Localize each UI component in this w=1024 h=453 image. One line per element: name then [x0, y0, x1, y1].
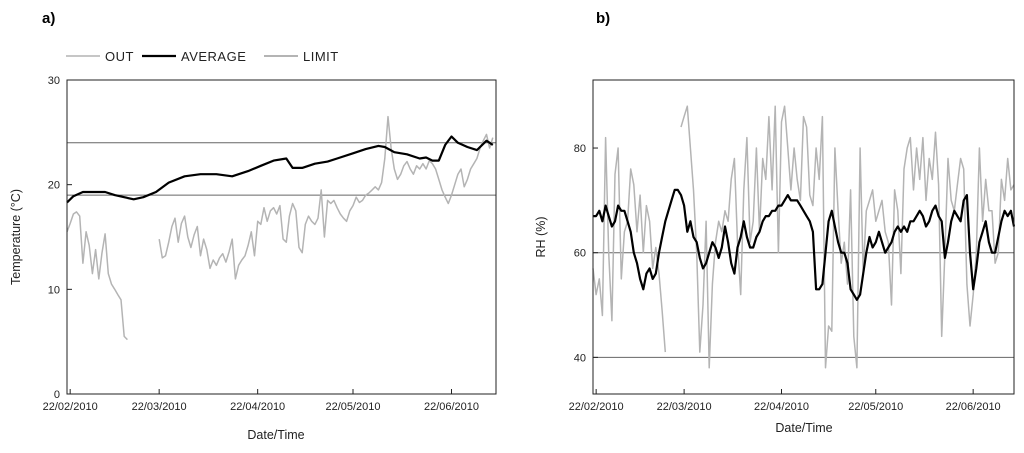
x-tick-label: 22/05/2010: [325, 401, 380, 413]
panel-a-x-axis-title: Date/Time: [247, 428, 304, 442]
panel-b-y-ticks: 40 60 80: [574, 143, 598, 364]
series-line-average: [66, 135, 494, 204]
panel-a-plot-frame: [66, 79, 497, 395]
x-tick-label: 22/03/2010: [657, 401, 712, 413]
panel-a-limits: [67, 142, 496, 196]
legend-label-limit: LIMIT: [303, 49, 339, 64]
series-line-out: [592, 136, 667, 353]
y-tick-label: 20: [48, 180, 60, 192]
panel-b-y-axis-title: RH (%): [534, 217, 548, 258]
y-tick-label: 80: [574, 143, 586, 155]
x-tick-label: 22/02/2010: [569, 401, 624, 413]
series-line-out: [66, 211, 128, 341]
x-tick-label: 22/04/2010: [754, 401, 809, 413]
legend-label-out: OUT: [105, 49, 134, 64]
y-tick-label: 30: [48, 75, 60, 87]
panel-b-x-ticks: 22/02/2010 22/03/2010 22/04/2010 22/05/2010…: [569, 389, 1001, 413]
x-tick-label: 22/05/2010: [848, 401, 903, 413]
series-line-out: [158, 115, 494, 280]
x-tick-label: 22/06/2010: [946, 401, 1001, 413]
panel-a: a) 0 10 20 30 22/02/2010 22/03/2010 22/04/201…: [9, 10, 497, 442]
panel-a-x-ticks: 22/02/2010 22/03/2010 22/04/2010 22/05/2010…: [43, 389, 479, 413]
series-line-out: [680, 105, 1015, 369]
panel-b-label: b): [596, 10, 610, 27]
panel-b-plot-frame: [592, 79, 1015, 395]
panel-a-label: a): [42, 10, 55, 27]
panel-b-series: [592, 105, 1016, 369]
panel-a-y-ticks: 0 10 20 30: [48, 75, 72, 401]
y-tick-label: 60: [574, 248, 586, 260]
legend: OUT AVERAGE LIMIT: [66, 49, 339, 64]
y-tick-label: 40: [574, 352, 586, 364]
panel-b: b) 40 60 80 22/02/2010 22/03/2010 22/04/2010…: [534, 10, 1016, 435]
legend-label-average: AVERAGE: [181, 49, 246, 64]
x-tick-label: 22/04/2010: [230, 401, 285, 413]
series-line-average: [593, 188, 1016, 301]
x-tick-label: 22/02/2010: [43, 401, 98, 413]
panel-a-y-axis-title: Temperature (°C): [9, 189, 23, 285]
y-tick-label: 0: [54, 389, 60, 401]
panel-b-x-axis-title: Date/Time: [775, 421, 832, 435]
panel-a-series: [66, 115, 494, 341]
y-tick-label: 10: [48, 284, 60, 296]
x-tick-label: 22/03/2010: [132, 401, 187, 413]
x-tick-label: 22/06/2010: [424, 401, 479, 413]
